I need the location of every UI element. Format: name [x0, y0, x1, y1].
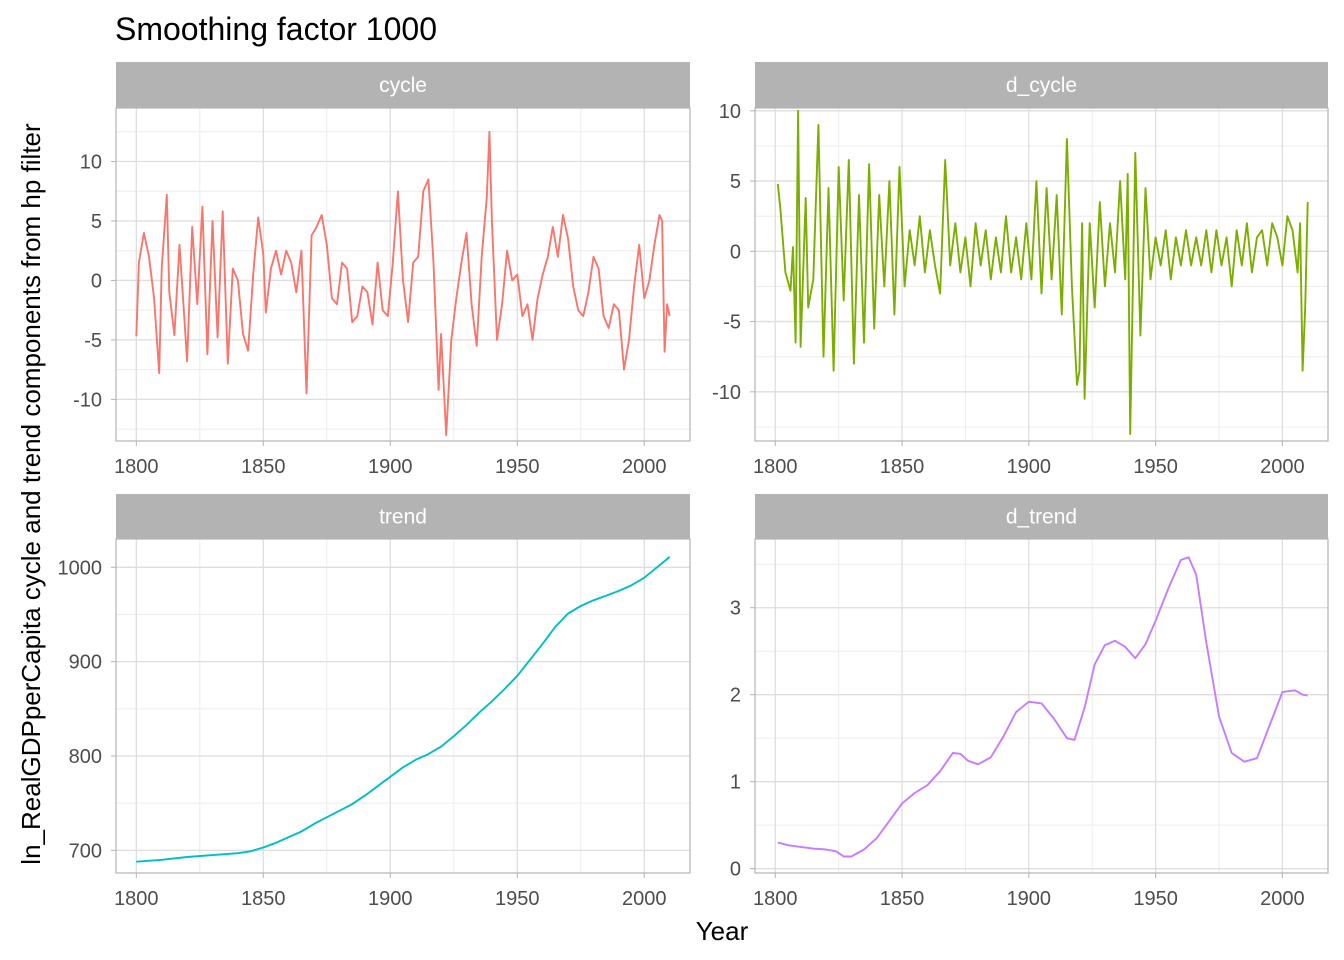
x-tick-label: 1800 [114, 888, 159, 910]
series-line-cycle [135, 130, 671, 437]
strip-background [116, 62, 690, 108]
panel-d-cycle: d_cycle 1800 1850 1900 1950 2000 -10 -5 0 5 10 [712, 62, 1329, 478]
y-tick-label: 800 [69, 746, 102, 768]
x-tick-label: 1850 [241, 888, 286, 910]
y-tick-label: 0 [91, 270, 102, 292]
x-tick-label: 1800 [753, 888, 798, 910]
panel-d-trend: d_trend 1800 1850 1900 1950 2000 0 1 2 3 [730, 494, 1329, 910]
panel-border [754, 107, 1329, 442]
strip-label: cycle [379, 74, 427, 97]
x-tick-label: 1950 [495, 456, 540, 478]
series-line-d-trend [777, 556, 1308, 858]
x-tick-label: 2000 [622, 888, 667, 910]
strip-background [116, 494, 690, 539]
x-tick-label: 1900 [368, 456, 413, 478]
x-tick-label: 2000 [1260, 888, 1305, 910]
panel-border [754, 538, 1329, 874]
y-tick-label: -5 [723, 312, 741, 334]
x-tick-label: 1900 [1007, 888, 1052, 910]
y-tick-label: 900 [69, 652, 102, 674]
y-tick-label: 1 [730, 772, 741, 794]
strip-label: trend [379, 506, 427, 529]
panel-border [115, 538, 691, 874]
x-tick-label: 1850 [241, 456, 286, 478]
y-tick-label: 10 [80, 152, 102, 174]
strip-background [755, 494, 1328, 539]
series-line-trend [136, 556, 671, 863]
y-tick-label: 5 [91, 211, 102, 233]
panel-border [115, 107, 691, 442]
y-tick-label: 0 [730, 241, 741, 263]
strip-background [755, 62, 1328, 108]
y-tick-label: 3 [730, 598, 741, 620]
strip-label: d_cycle [1006, 74, 1077, 97]
x-tick-label: 1900 [368, 888, 413, 910]
x-axis-title: Year [696, 916, 749, 946]
x-tick-label: 1800 [753, 456, 798, 478]
y-tick-label: -10 [73, 389, 102, 411]
y-tick-label: 700 [69, 840, 102, 862]
series-line-d-cycle [776, 109, 1309, 435]
x-tick-label: 1850 [880, 456, 925, 478]
x-tick-label: 2000 [1260, 456, 1305, 478]
x-tick-label: 1950 [495, 888, 540, 910]
x-tick-label: 2000 [622, 456, 667, 478]
y-tick-label: 0 [730, 859, 741, 881]
x-tick-label: 1950 [1133, 888, 1178, 910]
x-tick-label: 1850 [880, 888, 925, 910]
x-tick-label: 1900 [1007, 456, 1052, 478]
y-tick-label: -5 [84, 330, 102, 352]
x-tick-label: 1800 [114, 456, 159, 478]
x-tick-label: 1950 [1133, 456, 1178, 478]
y-axis-title: ln_RealGDPperCapita cycle and trend comp… [16, 123, 46, 865]
panel-cycle: cycle 1800 1850 1900 1950 2000 -10 -5 0 5 10 [73, 62, 691, 478]
y-tick-label: 2 [730, 685, 741, 707]
strip-label: d_trend [1006, 506, 1077, 529]
y-tick-label: 1000 [58, 557, 103, 579]
chart-title: Smoothing factor 1000 [115, 11, 437, 47]
y-tick-label: 10 [719, 101, 741, 123]
y-tick-label: 5 [730, 171, 741, 193]
panel-trend: trend 1800 1850 1900 1950 2000 700 800 900 1000 [58, 494, 691, 910]
y-tick-label: -10 [712, 382, 741, 404]
